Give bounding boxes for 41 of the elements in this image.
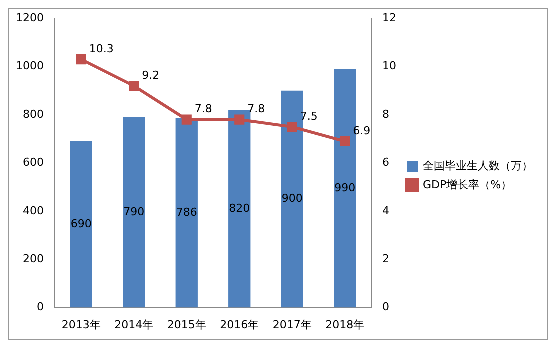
y-tick-label: 0 [36, 300, 44, 314]
point [287, 122, 298, 132]
data-label: 9.2 [142, 68, 160, 82]
x-tick-label: 2017年 [272, 318, 312, 332]
y-tick-label: 800 [22, 108, 44, 121]
data-label: 786 [176, 206, 198, 219]
y2-tick-label: 8 [382, 108, 390, 121]
y-tick-label: 400 [22, 204, 44, 218]
bar [123, 117, 146, 308]
data-label: 820 [229, 202, 250, 215]
x-tick-label: 2013年 [62, 318, 101, 332]
y-tick-label: 1000 [16, 60, 44, 73]
bar [176, 118, 198, 308]
point [234, 114, 245, 125]
point [76, 54, 86, 65]
y-tick-label: 600 [22, 156, 44, 170]
data-label: 900 [282, 192, 303, 206]
legend-label: GDP增长率（%） [423, 178, 512, 192]
data-label: 10.3 [89, 42, 114, 56]
x-tick-label: 2015年 [167, 318, 206, 332]
data-label: 990 [334, 181, 356, 194]
point [129, 81, 140, 92]
x-tick-label: 2016年 [220, 318, 260, 332]
y2-tick-label: 12 [382, 11, 397, 24]
y2-tick-label: 10 [382, 60, 397, 73]
y-tick-label: 200 [22, 252, 44, 266]
y-tick-label: 1200 [16, 11, 44, 24]
data-label: 7.8 [194, 102, 212, 116]
y2-tick-label: 6 [382, 156, 390, 170]
y2-tick-label: 4 [382, 204, 390, 218]
data-label: 790 [124, 205, 145, 218]
x-tick-label: 2014年 [114, 318, 154, 332]
y2-tick-label: 2 [382, 252, 390, 266]
bar [70, 142, 92, 308]
point [182, 114, 192, 125]
data-label: 7.8 [248, 102, 266, 116]
data-label: 690 [70, 218, 92, 231]
x-tick-label: 2018年 [326, 318, 365, 332]
point [340, 136, 350, 147]
legend-label: 全国毕业生人数（万） [423, 159, 533, 172]
y2-tick-label: 0 [382, 300, 390, 314]
